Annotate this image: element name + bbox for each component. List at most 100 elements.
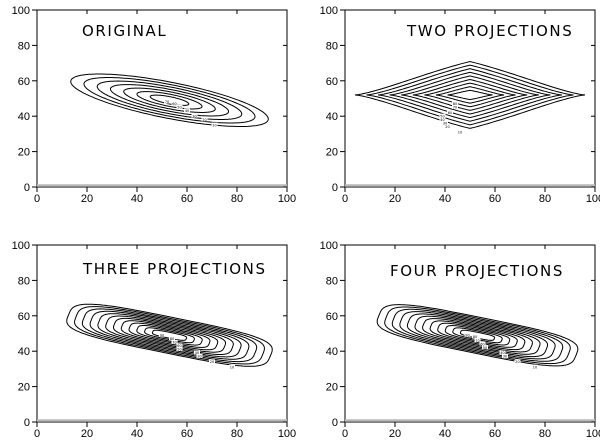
x-tick-label: 40 [131, 193, 143, 205]
contour-label: 30 [503, 355, 507, 359]
contour-label: 80 [473, 335, 477, 339]
contour-label-mask [171, 339, 178, 344]
x-tick-label: 100 [586, 428, 600, 440]
contour-line-4 [389, 71, 551, 119]
x-tick-label: 60 [489, 193, 501, 205]
y-tick-label: 0 [24, 182, 30, 194]
contour-label-mask [532, 364, 538, 369]
contour-line-6 [105, 315, 234, 355]
contour-label: 30 [192, 114, 196, 118]
y-tick-label: 40 [18, 346, 30, 358]
x-tick-label: 60 [181, 428, 193, 440]
panel-title: TWO PROJECTIONS [406, 22, 573, 40]
contour-label-mask [176, 104, 183, 109]
contour-label: 80 [170, 337, 174, 341]
contour-label-mask [482, 345, 488, 350]
contour-label: 50 [177, 348, 181, 352]
contour-line-7 [113, 317, 226, 353]
contour-label: 50 [483, 346, 487, 350]
contour-line-8 [120, 320, 219, 351]
contour-label-mask [452, 104, 458, 109]
contour-label-mask [444, 124, 451, 129]
x-tick-label: 0 [34, 428, 40, 440]
contour-label-mask [439, 117, 446, 122]
contour-label-mask [171, 101, 178, 106]
contour-label-mask [184, 108, 190, 113]
contour-label-mask [229, 364, 235, 369]
plot-frame [36, 9, 288, 188]
contour-label-mask [452, 101, 458, 106]
contour-label: 40 [500, 351, 504, 355]
contour-line-12 [151, 329, 188, 341]
contour-label: 60 [177, 344, 181, 348]
contour-line-8 [429, 320, 526, 351]
contour-label: 40 [195, 351, 199, 355]
contour-label-mask [464, 332, 471, 337]
contour-line-2 [384, 306, 571, 365]
panel-2: 020406080100020406080100TWO PROJECTIONS1… [320, 5, 600, 205]
x-tick-label: 100 [586, 193, 600, 205]
contour-line-5 [401, 75, 539, 115]
contour-line-3 [81, 308, 258, 363]
contour-label: 80 [453, 102, 457, 106]
x-tick-label: 80 [539, 193, 551, 205]
contour-label: 60 [172, 102, 176, 106]
panel-title: ORIGINAL [82, 22, 167, 40]
contour-line-2 [366, 64, 574, 126]
contour-label: 70 [475, 339, 479, 343]
contour-label: 90 [465, 333, 469, 337]
contour-line-3 [377, 68, 563, 122]
contour-label: 70 [172, 341, 176, 345]
contour-label: 10 [533, 365, 537, 369]
contour-line-5 [97, 313, 242, 358]
contour-label: 50 [177, 106, 181, 110]
contour-label: 20 [202, 118, 206, 122]
y-tick-label: 60 [18, 311, 30, 323]
contour-line-9 [128, 322, 211, 348]
y-tick-label: 80 [18, 275, 30, 287]
y-tick-label: 20 [326, 147, 338, 159]
contour-line-7 [422, 318, 533, 353]
contour-label: 50 [440, 114, 444, 118]
contour-label-mask [514, 359, 521, 364]
contour-line-6 [136, 91, 203, 110]
contour-label: 30 [443, 121, 447, 125]
contour-label: 20 [210, 360, 214, 364]
contour-line-11 [452, 327, 503, 344]
x-tick-label: 40 [439, 193, 451, 205]
panel-4: 020406080100020406080100FOUR PROJECTIONS… [320, 240, 600, 440]
y-tick-label: 80 [326, 40, 338, 52]
y-tick-label: 20 [18, 147, 30, 159]
contour-label: 90 [160, 333, 164, 337]
contour-label: 10 [212, 123, 216, 127]
y-tick-label: 100 [12, 240, 30, 252]
contour-line-3 [391, 308, 564, 362]
contour-label-mask [194, 350, 200, 355]
contour-label: 20 [445, 125, 449, 129]
contour-label-mask [169, 336, 175, 341]
contour-label-mask [499, 350, 506, 355]
contour-label-mask [447, 110, 453, 115]
contour-line-8 [435, 86, 505, 104]
contour-label-mask [191, 113, 198, 118]
y-tick-label: 40 [18, 111, 30, 123]
contour-line-1 [376, 304, 579, 367]
contour-label-mask [176, 346, 183, 351]
y-tick-label: 60 [326, 76, 338, 88]
contour-label: 60 [480, 342, 484, 346]
contour-line-10 [136, 325, 203, 346]
x-tick-label: 0 [34, 193, 40, 205]
contour-label: 70 [165, 100, 169, 104]
x-tick-label: 0 [342, 193, 348, 205]
x-tick-label: 100 [278, 193, 296, 205]
y-tick-label: 0 [24, 417, 30, 429]
x-tick-label: 60 [181, 193, 193, 205]
contour-label-mask [164, 99, 170, 104]
x-tick-label: 60 [489, 428, 501, 440]
y-tick-label: 40 [326, 346, 338, 358]
contour-label-mask [211, 122, 218, 127]
contour-label: 40 [185, 109, 189, 113]
contour-label-mask [439, 113, 446, 118]
